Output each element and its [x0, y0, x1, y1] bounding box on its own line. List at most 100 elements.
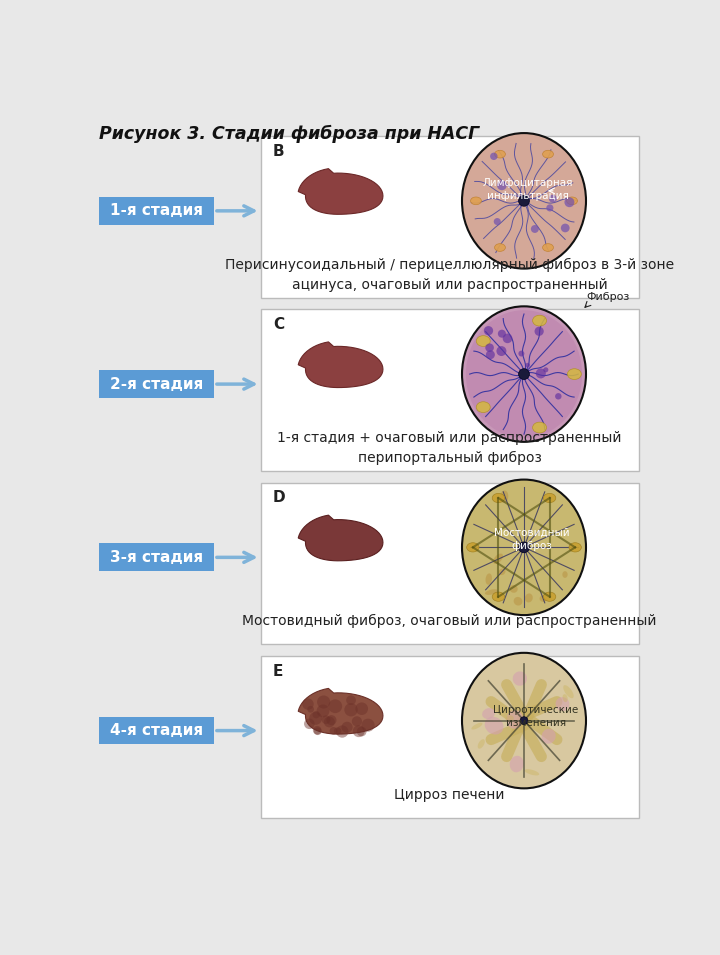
Ellipse shape [485, 573, 492, 584]
Circle shape [361, 718, 374, 732]
Text: Перисинусоидальный / перицеллюлярный фиброз в 3-й зоне
ацинуса, очаговый или рас: Перисинусоидальный / перицеллюлярный фиб… [225, 258, 674, 291]
Circle shape [324, 716, 335, 728]
Polygon shape [298, 342, 383, 388]
Ellipse shape [466, 310, 582, 438]
Ellipse shape [541, 729, 556, 744]
Circle shape [356, 703, 368, 715]
FancyBboxPatch shape [261, 656, 639, 817]
Ellipse shape [544, 592, 556, 602]
Ellipse shape [476, 402, 490, 413]
Circle shape [322, 715, 330, 724]
Circle shape [536, 369, 546, 378]
Ellipse shape [485, 717, 503, 734]
Ellipse shape [569, 542, 581, 552]
Circle shape [344, 703, 358, 716]
Ellipse shape [525, 593, 533, 603]
Circle shape [549, 195, 557, 202]
Ellipse shape [472, 723, 482, 730]
Circle shape [496, 346, 506, 356]
Circle shape [503, 333, 513, 343]
Circle shape [526, 363, 530, 368]
Circle shape [352, 716, 362, 727]
Circle shape [304, 718, 315, 729]
Ellipse shape [563, 685, 574, 698]
Polygon shape [298, 515, 383, 561]
Ellipse shape [482, 708, 495, 719]
Text: C: C [273, 317, 284, 332]
Text: Рисунок 3. Стадии фиброза при НАСГ: Рисунок 3. Стадии фиброза при НАСГ [99, 124, 480, 142]
Ellipse shape [462, 307, 586, 442]
Circle shape [330, 727, 338, 734]
Circle shape [518, 541, 529, 553]
Circle shape [518, 350, 524, 356]
Ellipse shape [510, 585, 518, 593]
FancyBboxPatch shape [99, 371, 214, 398]
Ellipse shape [544, 494, 556, 502]
Circle shape [341, 722, 353, 732]
Text: 2-я стадия: 2-я стадия [110, 376, 203, 392]
Ellipse shape [543, 244, 554, 251]
Circle shape [543, 368, 549, 372]
Ellipse shape [567, 197, 577, 204]
Ellipse shape [510, 755, 523, 773]
Ellipse shape [513, 671, 527, 686]
Text: E: E [273, 664, 283, 679]
Text: В: В [273, 144, 284, 159]
Ellipse shape [462, 653, 586, 788]
Circle shape [485, 344, 494, 352]
Circle shape [334, 728, 341, 734]
Ellipse shape [467, 542, 479, 552]
Ellipse shape [492, 592, 505, 602]
Text: D: D [273, 490, 286, 505]
Text: 4-я стадия: 4-я стадия [110, 723, 203, 738]
Circle shape [520, 717, 528, 725]
Circle shape [317, 705, 330, 717]
FancyBboxPatch shape [261, 482, 639, 645]
Text: Цирротические
изменения: Цирротические изменения [493, 705, 578, 729]
Ellipse shape [506, 711, 523, 729]
Ellipse shape [525, 769, 539, 775]
Ellipse shape [539, 595, 547, 602]
Polygon shape [298, 169, 383, 214]
Text: Лимфоцитарная
инфильтрация: Лимфоцитарная инфильтрация [482, 178, 573, 201]
Ellipse shape [499, 568, 505, 575]
Circle shape [357, 727, 366, 736]
Circle shape [561, 223, 570, 232]
Circle shape [564, 198, 575, 207]
Ellipse shape [562, 571, 567, 578]
Circle shape [312, 711, 320, 718]
FancyBboxPatch shape [261, 137, 639, 298]
Ellipse shape [543, 150, 554, 158]
Circle shape [518, 369, 529, 379]
Circle shape [326, 715, 336, 725]
Ellipse shape [533, 315, 546, 326]
Ellipse shape [495, 244, 505, 251]
Ellipse shape [476, 335, 490, 347]
Circle shape [490, 153, 498, 160]
Text: Цирроз печени: Цирроз печени [395, 788, 505, 801]
Circle shape [546, 204, 554, 211]
Circle shape [328, 699, 342, 713]
Ellipse shape [500, 491, 508, 503]
Ellipse shape [492, 494, 505, 502]
FancyBboxPatch shape [261, 309, 639, 471]
Ellipse shape [533, 422, 546, 433]
Ellipse shape [567, 369, 581, 379]
Circle shape [484, 326, 493, 335]
Text: 1-я стадия: 1-я стадия [110, 203, 203, 219]
Circle shape [531, 225, 539, 233]
Ellipse shape [513, 597, 523, 605]
Ellipse shape [477, 739, 485, 749]
Ellipse shape [562, 694, 568, 702]
Circle shape [497, 180, 507, 190]
Ellipse shape [556, 697, 570, 711]
Ellipse shape [485, 589, 498, 595]
Circle shape [302, 698, 314, 710]
Text: Мостовидный фиброз, очаговый или распространенный: Мостовидный фиброз, очаговый или распрос… [243, 614, 657, 628]
Circle shape [307, 706, 314, 712]
Text: Мостовидный
фиброз: Мостовидный фиброз [494, 528, 570, 551]
Circle shape [486, 350, 495, 359]
Text: 1-я стадия + очаговый или распространенный
перипортальный фиброз: 1-я стадия + очаговый или распространенн… [277, 432, 622, 465]
Ellipse shape [462, 479, 586, 615]
Circle shape [346, 695, 356, 705]
